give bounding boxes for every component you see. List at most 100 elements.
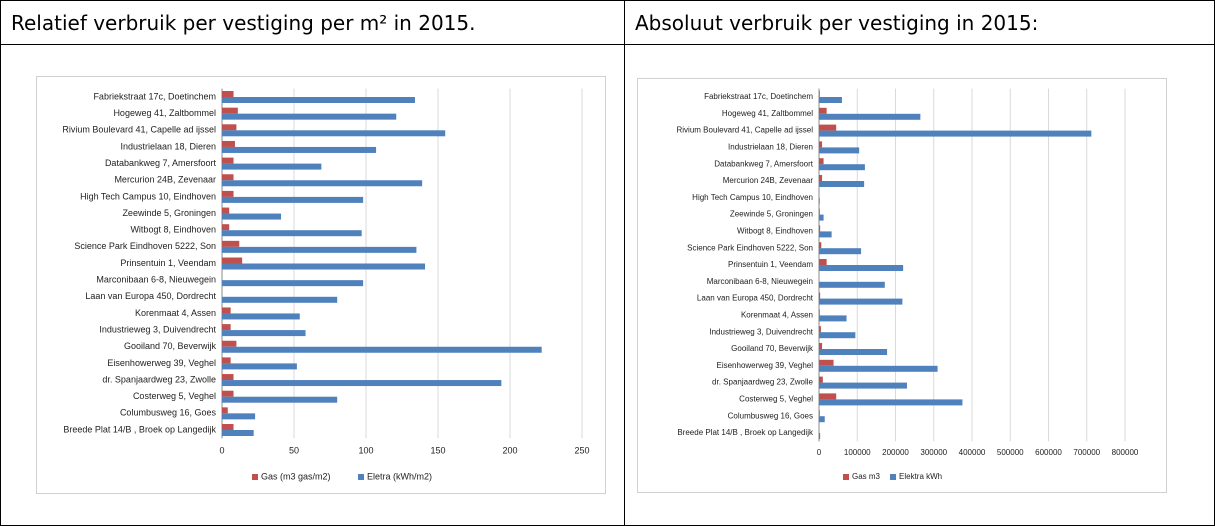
y-tick-label: Columbusweg 16, Goes [120, 408, 217, 418]
bar [222, 196, 364, 203]
x-tick-label: 700000 [1073, 448, 1100, 457]
y-tick-label: Eisenhowerweg 39, Veghel [716, 361, 813, 370]
bar [222, 246, 417, 253]
y-tick-label: Databankweg 7, Amersfoort [105, 158, 217, 168]
bar [222, 330, 306, 337]
bar [222, 340, 237, 347]
y-tick-label: Industrieweg 3, Duivendrecht [99, 324, 216, 334]
x-tick-label: 250 [574, 445, 589, 455]
bar [819, 197, 820, 204]
y-tick-label: Fabriekstraat 17c, Doetinchem [704, 92, 813, 101]
y-tick-label: Breede Plat 14/B , Broek op Langedijk [677, 428, 814, 437]
y-tick-label: Witbogt 8, Eindhoven [737, 227, 813, 236]
bar [222, 190, 234, 197]
y-tick-label: Columbusweg 16, Goes [728, 411, 813, 420]
bar [819, 91, 820, 97]
bar [222, 124, 237, 131]
y-tick-label: Industrielaan 18, Dieren [120, 141, 216, 151]
legend-label: Elektra kWh [899, 472, 942, 481]
x-tick-label: 800000 [1112, 448, 1139, 457]
x-tick-label: 400000 [959, 448, 986, 457]
x-tick-label: 100000 [844, 448, 871, 457]
bar [222, 357, 231, 364]
bar [222, 380, 502, 387]
x-tick-label: 0 [817, 448, 822, 457]
bar [819, 359, 834, 366]
bar [222, 430, 254, 436]
bar [222, 174, 234, 181]
bar [819, 298, 903, 305]
bar [819, 376, 823, 383]
bar [222, 413, 256, 420]
bar [222, 396, 338, 403]
bar [819, 281, 885, 288]
y-tick-label: Korenmaat 4, Assen [135, 308, 216, 318]
y-tick-label: Laan van Europa 450, Dordrecht [697, 294, 814, 303]
y-tick-label: Gooiland 70, Beverwijk [124, 341, 217, 351]
y-tick-label: Science Park Eindhoven 5222, Son [74, 241, 216, 251]
bar [819, 343, 823, 349]
bar [222, 146, 377, 153]
bar [222, 130, 446, 137]
bar [819, 231, 832, 238]
legend-marker [358, 474, 364, 480]
y-tick-label: Laan van Europa 450, Dordrecht [85, 291, 216, 301]
y-tick-label: Marconibaan 6-8, Nieuwegein [96, 275, 216, 285]
bar [819, 147, 860, 154]
bar [819, 309, 820, 316]
bar [222, 207, 230, 214]
bar [222, 390, 234, 397]
x-tick-label: 500000 [997, 448, 1024, 457]
bar [819, 292, 821, 299]
y-tick-label: Costerweg 5, Veghel [739, 395, 813, 404]
header-cell: Relatief verbruik per vestiging per m² i… [0, 0, 625, 45]
bar [222, 113, 397, 120]
bar [222, 346, 542, 353]
bar [222, 140, 235, 147]
y-tick-label: Witbogt 8, Eindhoven [130, 225, 216, 235]
bar [819, 225, 821, 232]
bar [222, 91, 234, 97]
bar [819, 365, 938, 372]
bar [222, 97, 415, 103]
bar [819, 107, 827, 114]
chart-frame [36, 76, 606, 494]
bar [222, 407, 228, 414]
bar [819, 113, 921, 120]
y-tick-label: Industrieweg 3, Duivendrecht [709, 327, 813, 336]
y-tick-label: Fabriekstraat 17c, Doetinchem [93, 91, 216, 101]
bar [222, 374, 234, 381]
y-tick-label: Costerweg 5, Veghel [133, 391, 216, 401]
y-tick-label: Marconibaan 6-8, Nieuwegein [707, 277, 813, 286]
bar [222, 280, 364, 287]
bar [819, 416, 825, 423]
x-tick-label: 200 [502, 445, 517, 455]
bar [222, 230, 362, 237]
bar [819, 130, 1092, 137]
y-tick-label: Mercurion 24B, Zevenaar [114, 175, 216, 185]
y-tick-label: Rivium Boulevard 41, Capelle ad ijssel [676, 126, 813, 135]
bar [819, 97, 842, 103]
y-tick-label: Mercurion 24B, Zevenaar [723, 176, 814, 185]
y-tick-label: Science Park Eindhoven 5222, Son [687, 243, 813, 252]
x-tick-label: 300000 [920, 448, 947, 457]
x-tick-label: 600000 [1035, 448, 1062, 457]
y-tick-label: Hogeweg 41, Zaltbommel [722, 109, 813, 118]
y-tick-label: Korenmaat 4, Assen [741, 311, 813, 320]
x-tick-label: 100 [358, 445, 373, 455]
bar [819, 181, 865, 187]
chart-frame [637, 78, 1167, 493]
bar [222, 240, 240, 247]
bar [819, 208, 820, 215]
bar [222, 263, 426, 270]
y-tick-label: Prinsentuin 1, Veendam [120, 258, 216, 268]
y-tick-label: Hogeweg 41, Zaltbommel [113, 108, 216, 118]
bar [819, 332, 856, 339]
bar [819, 382, 907, 389]
legend-label: Gas (m3 gas/m2) [261, 471, 331, 481]
bar [222, 163, 322, 170]
bar [819, 259, 827, 265]
legend-marker [890, 474, 896, 480]
legend-marker [843, 474, 849, 480]
